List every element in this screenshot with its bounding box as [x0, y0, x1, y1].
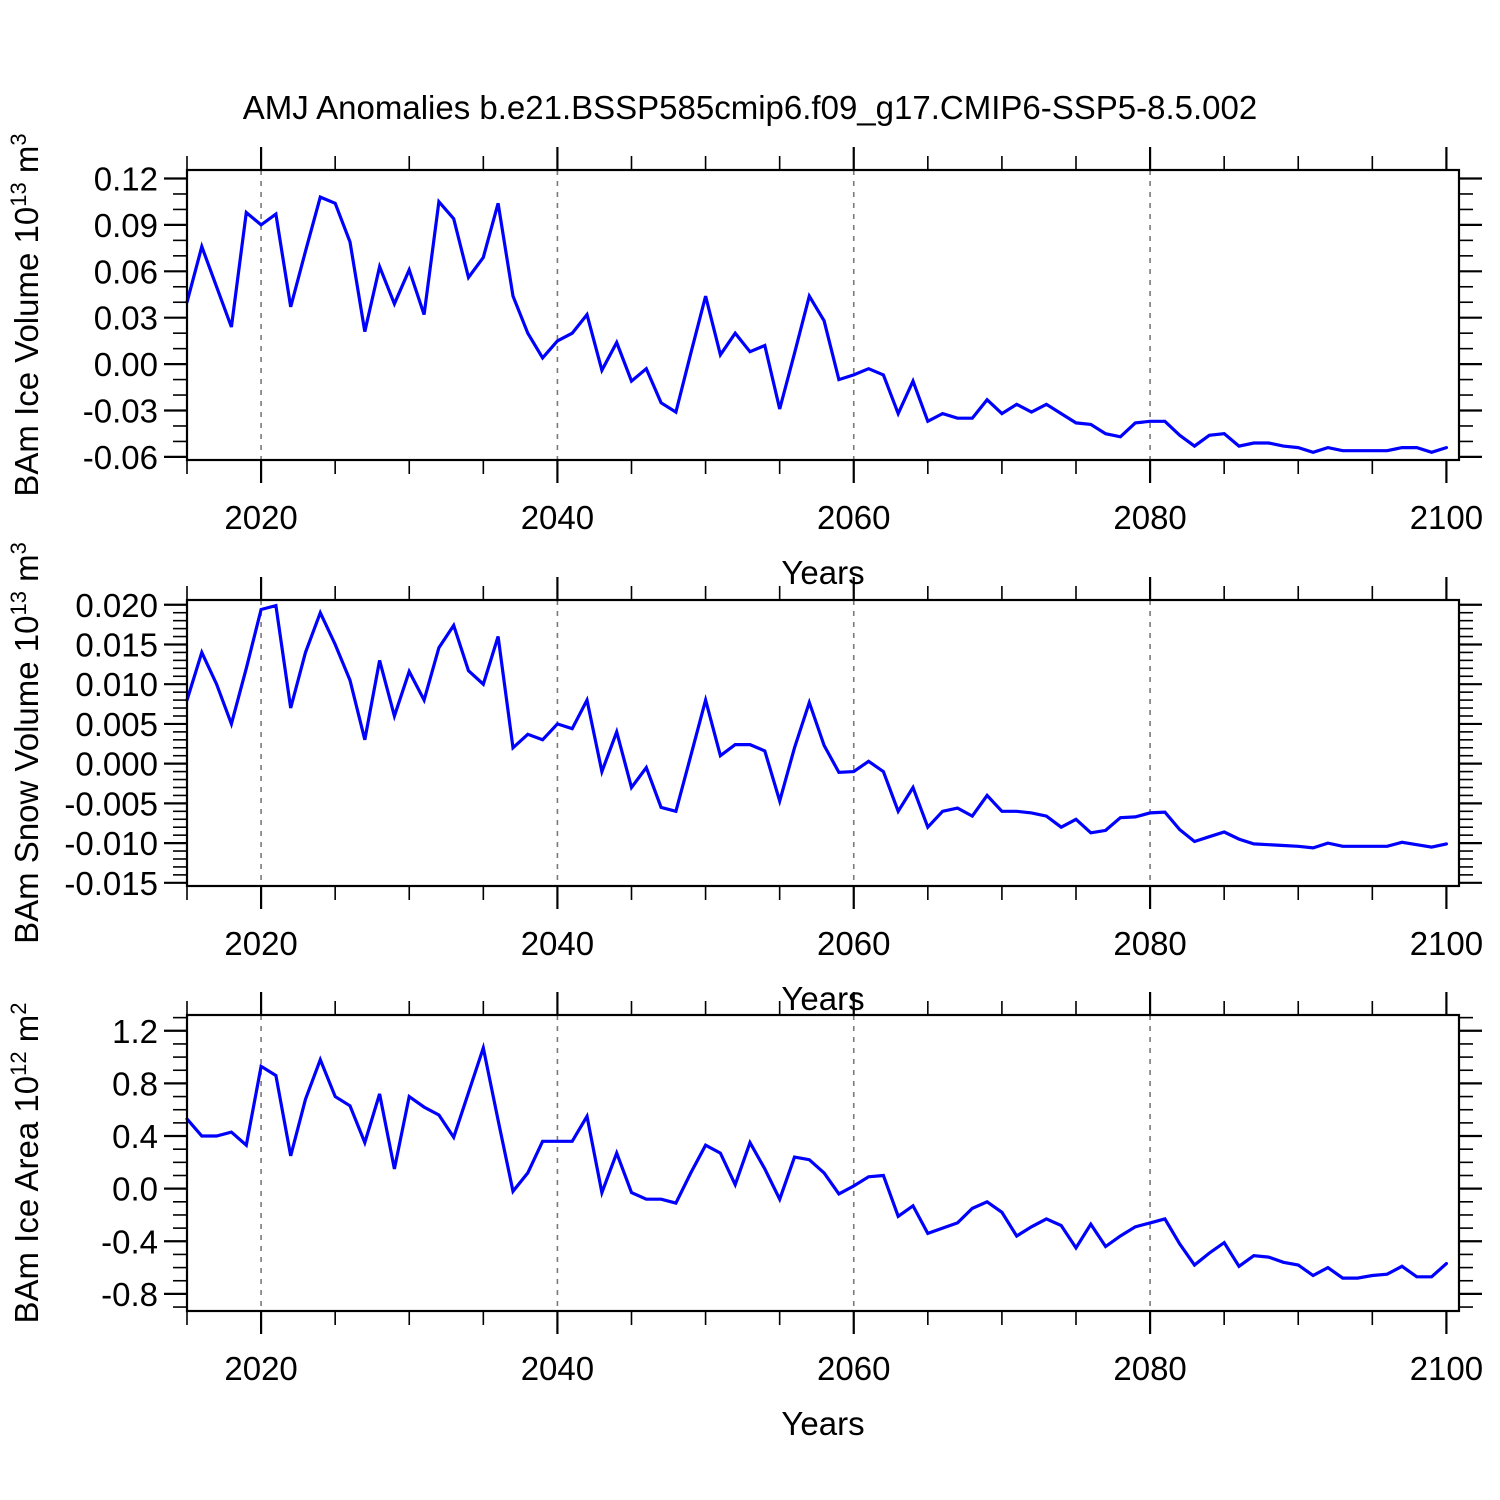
y-tick-label: 0.00: [94, 346, 158, 383]
y-tick-label: 0.015: [75, 626, 158, 663]
plot-frame: [185, 1013, 1461, 1313]
page-title: AMJ Anomalies b.e21.BSSP585cmip6.f09_g17…: [242, 89, 1258, 126]
x-tick-label: 2020: [224, 1350, 297, 1387]
x-tick-label: 2040: [521, 1350, 594, 1387]
y-tick-label: 0.020: [75, 587, 158, 624]
x-tick-label: 2040: [521, 925, 594, 962]
y-tick-label: 0.005: [75, 706, 158, 743]
y-tick-label: 0.09: [94, 207, 158, 244]
y-tick-label: -0.03: [83, 393, 158, 430]
y-axis-title-text: m: [8, 554, 45, 591]
y-axis-title: BAm Ice Area 1012 m2: [6, 1002, 45, 1323]
x-tick-label: 2080: [1113, 925, 1186, 962]
y-axis-title-text: m: [8, 146, 45, 183]
x-axis-title: Years: [781, 980, 864, 1017]
y-axis-title-text: BAm Snow Volume 10: [8, 616, 45, 944]
y-tick-label: 0.0: [112, 1171, 158, 1208]
y-tick-label: 0.010: [75, 666, 158, 703]
x-axis-title: Years: [781, 554, 864, 591]
y-tick-label: 0.8: [112, 1065, 158, 1102]
y-tick-label: -0.4: [101, 1223, 158, 1260]
y-tick-label: 0.12: [94, 161, 158, 198]
y-tick-label: 1.2: [112, 1013, 158, 1050]
y-tick-label: -0.8: [101, 1276, 158, 1313]
x-tick-label: 2020: [224, 499, 297, 536]
y-axis-title-sup: 13: [6, 591, 31, 615]
x-tick-label: 2060: [817, 499, 890, 536]
y-axis-title-sup: 12: [6, 1051, 31, 1075]
y-axis-title-sup: 3: [6, 133, 31, 145]
x-tick-label: 2100: [1410, 925, 1483, 962]
y-tick-label: 0.06: [94, 253, 158, 290]
x-tick-label: 2100: [1410, 1350, 1483, 1387]
y-axis-title: BAm Ice Volume 1013 m3: [6, 133, 45, 496]
y-axis-title-sup: 2: [6, 1002, 31, 1014]
y-axis-title-sup: 13: [6, 182, 31, 206]
x-tick-label: 2060: [817, 1350, 890, 1387]
x-tick-label: 2080: [1113, 1350, 1186, 1387]
y-tick-label: 0.000: [75, 746, 158, 783]
y-tick-label: -0.005: [64, 785, 158, 822]
y-tick-label: 0.4: [112, 1118, 158, 1155]
y-axis-title-text: BAm Ice Volume 10: [8, 207, 45, 497]
y-tick-label: -0.06: [83, 439, 158, 476]
data-line-series: [185, 194, 1449, 454]
x-tick-label: 2060: [817, 925, 890, 962]
x-tick-label: 2100: [1410, 499, 1483, 536]
y-axis-title-sup: 3: [6, 542, 31, 554]
y-tick-label: 0.03: [94, 300, 158, 337]
y-axis-title-text: m: [8, 1015, 45, 1052]
x-tick-label: 2080: [1113, 499, 1186, 536]
y-tick-label: -0.010: [64, 825, 158, 862]
y-axis-title-text: BAm Ice Area 10: [8, 1076, 45, 1324]
y-axis-title: BAm Snow Volume 1013 m3: [6, 542, 45, 944]
data-line-series: [185, 1041, 1449, 1280]
x-axis-title: Years: [781, 1405, 864, 1442]
plot-frame: [185, 598, 1461, 888]
x-tick-label: 2040: [521, 499, 594, 536]
x-tick-label: 2020: [224, 925, 297, 962]
data-line-series: [185, 603, 1449, 850]
plot-frame: [185, 168, 1461, 462]
y-tick-label: -0.015: [64, 865, 158, 902]
